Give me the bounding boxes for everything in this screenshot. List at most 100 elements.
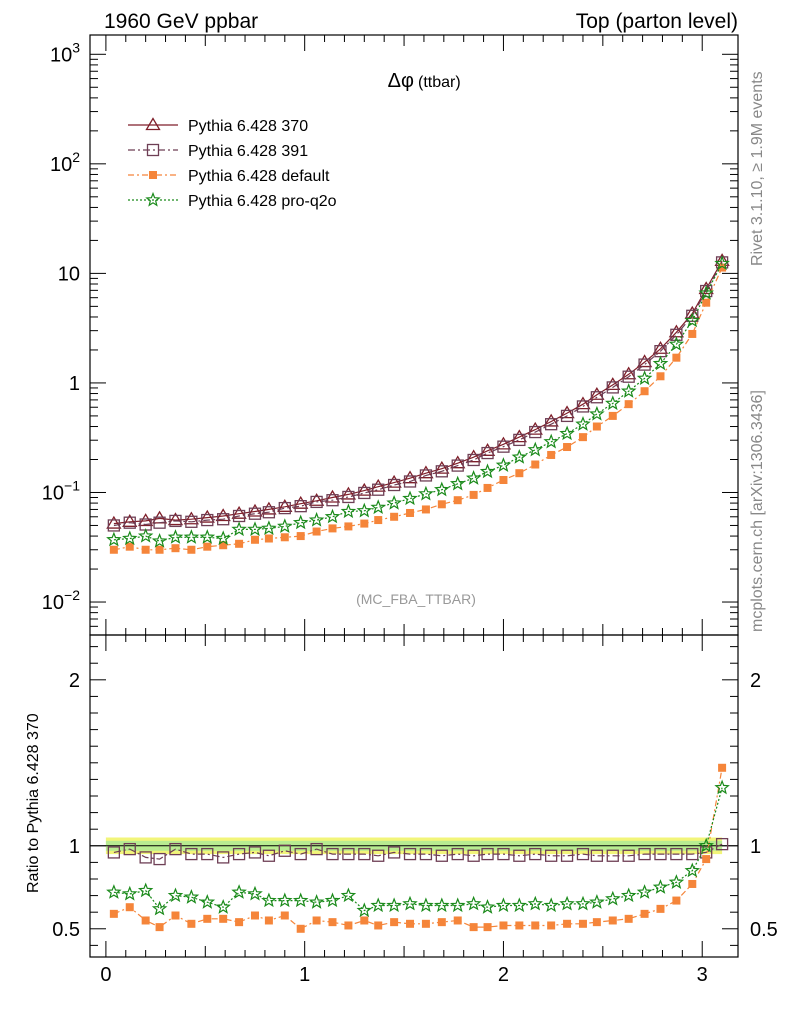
series-p370-marker [636,354,653,368]
ratio-q2o-marker [137,882,154,898]
ratio-q2o-marker [122,885,138,901]
ratio-q2o-marker [183,889,200,904]
series-default-marker [235,539,244,548]
series-p370-marker [277,499,293,512]
ratio-y-tick-label: 2 [69,670,80,692]
ratio-p391-marker [686,847,699,861]
ratio-default-marker [702,855,711,864]
series-q2o-marker [543,433,559,449]
series-p391-marker [576,400,590,413]
ratio-p391-marker [545,849,558,862]
ratio-default-line [113,767,723,930]
ratio-p391-marker [310,842,323,856]
series-p391-marker [201,513,214,527]
legend-label-default: Pythia 6.428 default [188,168,330,185]
series-q2o-marker [465,470,482,485]
ratio-q2o-marker [605,890,621,906]
y-tick-label: 10−1 [42,477,80,504]
ratio-p391-marker [387,846,401,859]
ratio-p391-marker [467,849,480,862]
series-default-marker [718,263,727,272]
y-tick-label: 102 [50,149,80,176]
ratio-default-marker [203,914,212,923]
series-p370-marker [559,405,575,419]
legend-label-q2o: Pythia 6.428 pro-q2o [188,193,337,210]
series-q2o-marker [122,530,138,546]
ratio-q2o-marker [167,887,184,903]
series-default-marker [453,496,462,505]
series-p391-marker [529,425,542,439]
series-p391-marker [342,490,355,504]
ratio-p391-marker [529,847,542,861]
ratio-q2o-marker [684,862,701,878]
series-p391-marker [622,370,635,383]
series-q2o-marker [402,490,418,506]
ratio-default-marker [235,918,244,927]
series-p370-marker [450,455,466,469]
legend-marker-p391 [146,143,160,157]
ratio-y-tick-label: 0.5 [52,919,80,941]
ratio-q2o-marker [636,884,653,899]
series-default-marker [656,372,665,381]
x-tick-label: 3 [697,964,708,986]
series-default-marker [187,545,196,554]
ratio-q2o-marker [449,897,466,913]
ratio-y-tick-label-right: 2 [750,670,761,692]
series-p391-marker [169,514,182,528]
series-p391-marker [670,328,683,341]
series-q2o-marker [559,425,575,441]
series-p370-marker [543,413,559,427]
ratio-default-marker [437,918,446,927]
ratio-default-marker [688,879,697,888]
series-q2o-marker [247,521,263,537]
series-default-marker [515,469,524,478]
series-default-marker [469,490,478,499]
series-p370-marker [386,474,402,488]
ratio-default-marker [563,919,572,928]
series-q2o-marker [418,485,434,501]
series-default-marker [437,500,446,509]
header-right: Top (parton level) [576,10,738,33]
ratio-p391-marker [560,849,574,862]
ratio-p391-marker [513,849,526,862]
series-q2o-marker [199,529,216,544]
ratio-default-marker [219,914,228,923]
ratio-default-marker [608,916,617,925]
series-q2o-line [113,263,723,542]
ratio-q2o-marker [543,897,559,913]
series-q2o-marker [183,529,200,544]
ratio-default-marker [499,921,508,930]
series-q2o-marker [106,531,122,547]
series-q2o-marker [652,355,669,371]
y-tick-label-base: 1 [69,373,80,395]
x-tick-label: 2 [498,964,509,986]
ratio-default-marker [718,763,727,772]
series-q2o-marker [495,457,512,472]
series-p391-marker [107,519,121,532]
series-p391-line [113,262,723,527]
series-p391-marker [435,465,448,478]
series-p391-marker [403,475,417,488]
series-p370-marker [231,505,247,519]
series-default-marker [483,483,492,492]
legend: Pythia 6.428 370 Pythia 6.428 391 Pythia 6… [128,117,337,210]
ratio-p391-marker [232,847,246,861]
series-default-marker [360,519,369,528]
ratio-default-marker [280,911,289,920]
series-p391-marker [358,486,371,500]
series-p391-marker [326,494,339,507]
ratio-default-marker [515,921,524,930]
series-q2o-marker [714,255,730,271]
main-title: Δφ [388,70,414,92]
y-tick-label: 1 [69,373,80,395]
series-p370-marker [122,514,138,527]
ratio-q2o-marker [215,899,231,914]
ratio-y-tick-label-right: 1 [750,836,761,858]
ratio-p391-marker [262,849,276,862]
ratio-default-marker [250,911,259,920]
series-q2o-marker [308,511,325,527]
ratio-default-marker [483,923,492,932]
ratio-q2o-marker [324,892,341,908]
ratio-q2o-marker [386,897,402,913]
